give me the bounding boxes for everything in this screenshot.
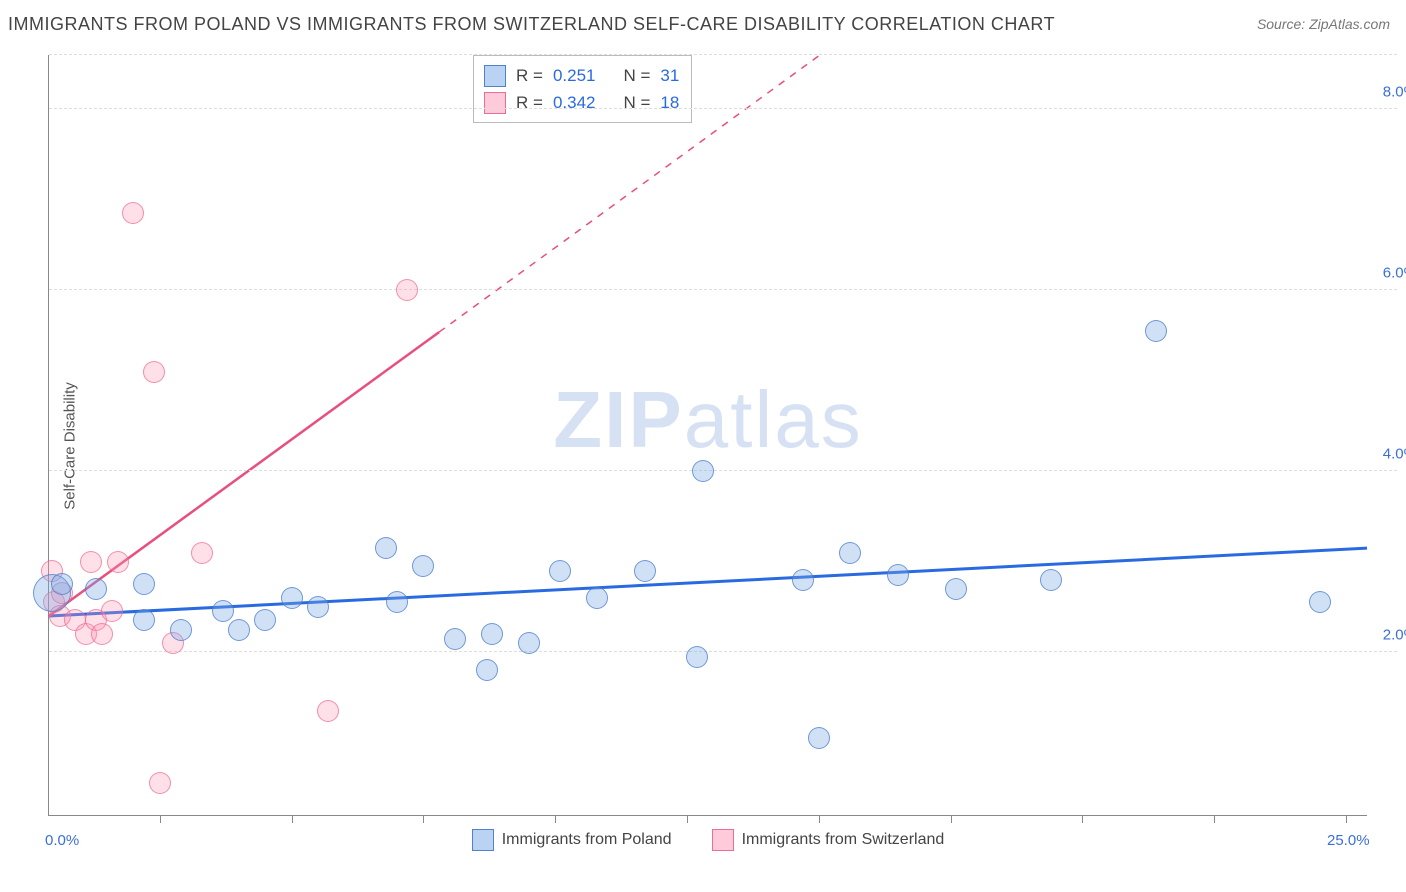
source-attribution: Source: ZipAtlas.com [1257, 16, 1390, 32]
data-point [692, 460, 714, 482]
data-point [839, 542, 861, 564]
gridline-h [49, 470, 1397, 471]
data-point [212, 600, 234, 622]
legend-label: Immigrants from Switzerland [742, 831, 945, 849]
stats-row: R = 0.342 N = 18 [484, 89, 679, 116]
data-point [85, 578, 107, 600]
data-point [1145, 320, 1167, 342]
xtick-label: 0.0% [45, 832, 79, 849]
data-point [444, 628, 466, 650]
gridline-h [49, 289, 1397, 290]
swatch-pink [712, 829, 734, 851]
xtick [951, 815, 952, 823]
ytick-label: 6.0% [1383, 265, 1406, 282]
n-value: 18 [660, 89, 679, 116]
data-point [518, 632, 540, 654]
data-point [549, 560, 571, 582]
data-point [281, 587, 303, 609]
trend-lines [49, 55, 1367, 815]
swatch-blue [472, 829, 494, 851]
data-point [101, 600, 123, 622]
xtick [555, 815, 556, 823]
data-point [143, 361, 165, 383]
xtick [1346, 815, 1347, 823]
data-point [317, 700, 339, 722]
ytick-label: 2.0% [1383, 627, 1406, 644]
r-label: R = [516, 89, 543, 116]
data-point [476, 659, 498, 681]
legend-item: Immigrants from Switzerland [712, 829, 945, 851]
data-point [375, 537, 397, 559]
data-point [808, 727, 830, 749]
data-point [91, 623, 113, 645]
data-point [1309, 591, 1331, 613]
title-bar: IMMIGRANTS FROM POLAND VS IMMIGRANTS FRO… [0, 0, 1406, 48]
n-label: N = [623, 62, 650, 89]
swatch-blue [484, 65, 506, 87]
data-point [396, 279, 418, 301]
r-value: 0.251 [553, 62, 596, 89]
ytick-label: 8.0% [1383, 84, 1406, 101]
data-point [686, 646, 708, 668]
xtick [423, 815, 424, 823]
ytick-label: 4.0% [1383, 446, 1406, 463]
chart-title: IMMIGRANTS FROM POLAND VS IMMIGRANTS FRO… [8, 14, 1055, 35]
trend-line [49, 548, 1367, 616]
data-point [170, 619, 192, 641]
data-point [481, 623, 503, 645]
data-point [887, 564, 909, 586]
data-point [80, 551, 102, 573]
xtick [819, 815, 820, 823]
data-point [1040, 569, 1062, 591]
trend-line [49, 332, 439, 616]
watermark-bold: ZIP [553, 375, 683, 464]
scatter-plot: ZIPatlas R = 0.251 N = 31 R = 0.342 N = … [48, 55, 1367, 816]
gridline-h [49, 651, 1397, 652]
legend-item: Immigrants from Poland [472, 829, 672, 851]
bottom-legend: Immigrants from Poland Immigrants from S… [49, 829, 1367, 851]
data-point [386, 591, 408, 613]
data-point [792, 569, 814, 591]
data-point [122, 202, 144, 224]
data-point [133, 609, 155, 631]
n-label: N = [623, 89, 650, 116]
xtick [160, 815, 161, 823]
r-value: 0.342 [553, 89, 596, 116]
data-point [107, 551, 129, 573]
stats-row: R = 0.251 N = 31 [484, 62, 679, 89]
watermark-light: atlas [684, 375, 863, 464]
xtick [292, 815, 293, 823]
data-point [191, 542, 213, 564]
gridline-h [49, 54, 1397, 55]
xtick-label: 25.0% [1327, 832, 1370, 849]
data-point [586, 587, 608, 609]
swatch-pink [484, 92, 506, 114]
data-point [51, 573, 73, 595]
legend-label: Immigrants from Poland [502, 831, 672, 849]
data-point [133, 573, 155, 595]
gridline-h [49, 108, 1397, 109]
data-point [634, 560, 656, 582]
data-point [228, 619, 250, 641]
xtick [1214, 815, 1215, 823]
xtick [1082, 815, 1083, 823]
data-point [945, 578, 967, 600]
data-point [412, 555, 434, 577]
data-point [254, 609, 276, 631]
data-point [149, 772, 171, 794]
watermark: ZIPatlas [553, 374, 862, 466]
n-value: 31 [660, 62, 679, 89]
data-point [307, 596, 329, 618]
stats-legend-box: R = 0.251 N = 31 R = 0.342 N = 18 [473, 55, 692, 123]
r-label: R = [516, 62, 543, 89]
xtick [687, 815, 688, 823]
